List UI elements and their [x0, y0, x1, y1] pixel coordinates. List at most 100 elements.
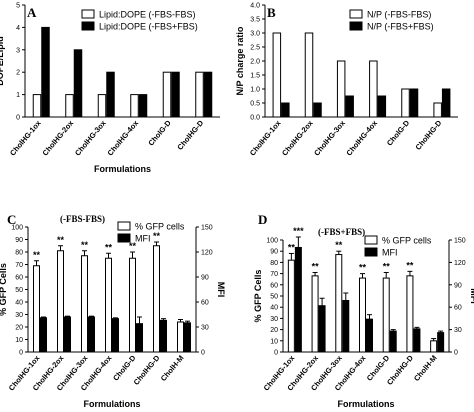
y-tick-label: 20: [270, 327, 278, 334]
bar-open: [304, 32, 314, 118]
y-tick-label-right: 60: [454, 305, 462, 312]
bar-open: [65, 94, 74, 118]
y-tick-label-right: 0: [201, 350, 205, 357]
x-axis-title: Formulations: [94, 164, 151, 174]
category-label: CholHG-2ox: [41, 118, 76, 158]
y-tick-label-right: 30: [201, 325, 209, 332]
y-tick-label: 0: [16, 115, 20, 122]
y-tick-label: 100: [11, 225, 23, 232]
y-tick-label: 100: [266, 238, 278, 245]
legend-swatch: [117, 221, 131, 231]
y-tick-label: 3: [16, 47, 20, 54]
y-tick-label: 30: [15, 312, 23, 319]
y-tick-label: 40: [15, 300, 23, 307]
category-label: CholHG-4ox: [106, 118, 141, 158]
bar-filled: [377, 95, 387, 118]
legend-label: % GFP cells: [135, 222, 185, 232]
y-tick-label: 3.5: [250, 17, 260, 24]
chart-panel-D: D (-FBS+FBS) 0 10 20 30 40 50 60 70 80 90 100 0 30 60 90…: [253, 212, 474, 409]
legend-swatch: [364, 247, 378, 257]
legend-label: N/P (-FBS-FBS): [367, 10, 431, 20]
legend-swatch: [364, 235, 378, 245]
bar-filled: [389, 330, 397, 353]
category-label: CholH-M: [412, 354, 439, 383]
category-label: CholG-D: [385, 118, 412, 148]
y-tick-label: 10: [15, 337, 23, 344]
bar-filled: [184, 322, 191, 353]
legend-swatch: [81, 9, 95, 19]
chart-panel-C: C (-FBS-FBS) 0 10 20 30 40 50 60 70 80 90 100 0 30 60 90…: [0, 212, 226, 409]
panel-letter: C: [7, 212, 16, 227]
category-label: CholHG-2ox: [280, 118, 315, 158]
bar-filled: [112, 318, 119, 353]
y-tick-label: 0.5: [250, 101, 260, 108]
y-tick-label-right: 60: [201, 300, 209, 307]
bar-open: [105, 257, 112, 353]
bar-open: [406, 275, 414, 353]
y-tick-label: 10: [270, 338, 278, 345]
y-tick-label: 2.0: [250, 59, 260, 66]
legend-swatch: [349, 9, 363, 19]
bar-filled: [203, 71, 213, 118]
y-tick-label-right: 120: [454, 260, 466, 267]
significance-marker: **: [33, 250, 41, 260]
y-axis-title-right: MFI: [469, 288, 474, 304]
category-label: CholHG-1ox: [248, 118, 283, 158]
significance-marker: **: [288, 242, 296, 252]
y-axis-title: N/P charge ratio: [235, 26, 245, 95]
legend-label: MFI: [135, 234, 151, 244]
y-tick-label: 4.0: [250, 3, 260, 10]
bar-open: [81, 255, 88, 353]
legend-label: % GFP cells: [382, 236, 432, 246]
panel-letter: D: [258, 212, 267, 227]
y-tick-label-right: 90: [454, 282, 462, 289]
bar-filled: [41, 26, 50, 118]
y-tick-label-right: 120: [201, 250, 213, 257]
bar-filled: [171, 71, 180, 118]
x-axis-title: Formulations: [83, 399, 140, 409]
legend-label: Lipid:DOPE (-FBS+FBS): [99, 22, 198, 32]
legend-label: Lipid:DOPE (-FBS-FBS): [99, 10, 196, 20]
y-tick-label: 30: [270, 316, 278, 323]
y-tick-label: 70: [270, 271, 278, 278]
bar-open: [32, 94, 42, 118]
bar-open: [153, 245, 160, 353]
bar-filled: [294, 246, 302, 353]
significance-marker: **: [81, 240, 89, 250]
bar-filled: [437, 332, 445, 353]
x-axis-title: Formulations: [337, 399, 394, 409]
y-tick-label: 3.0: [250, 31, 260, 38]
significance-marker: **: [312, 261, 320, 271]
category-label: CholHG-3ox: [312, 118, 347, 158]
bar-filled: [313, 102, 322, 118]
y-tick-label: 90: [15, 237, 23, 244]
y-tick-label-right: 150: [454, 238, 466, 245]
chart-title: (-FBS-FBS): [60, 214, 105, 224]
category-label: CholG-D: [146, 118, 173, 148]
bar-open: [430, 340, 438, 353]
bar-filled: [413, 328, 421, 353]
legend-label: N/P (-FBS+FBS): [367, 22, 434, 32]
significance-marker: **: [406, 260, 414, 270]
chart-title: (-FBS+FBS): [318, 227, 365, 237]
category-label: CholHG-D: [414, 118, 444, 152]
y-tick-label-right: 90: [201, 275, 209, 282]
bar-open: [57, 250, 64, 353]
y-tick-label: 2: [16, 70, 20, 77]
bar-filled: [409, 88, 419, 118]
y-tick-label: 40: [270, 305, 278, 312]
y-tick-label: 50: [15, 287, 23, 294]
bar-filled: [88, 316, 95, 353]
y-axis-title-right: MFI: [216, 282, 226, 298]
bar-filled: [281, 102, 290, 118]
y-tick-label-right: 0: [454, 350, 458, 357]
bar-open: [433, 102, 442, 118]
y-tick-label: 5: [16, 3, 20, 10]
significance-marker: **: [383, 261, 391, 271]
y-tick-label: 80: [270, 260, 278, 267]
bar-filled: [366, 318, 373, 353]
chart-panel-B: B 0.0 0.5 1.0 1.5 2.0 2.5 3.0 3.5 4.0 N/P charge r…: [235, 3, 458, 158]
y-axis-title: % GFP Cells: [0, 263, 8, 316]
y-tick-label: 0: [274, 350, 278, 357]
bar-open: [359, 277, 366, 353]
